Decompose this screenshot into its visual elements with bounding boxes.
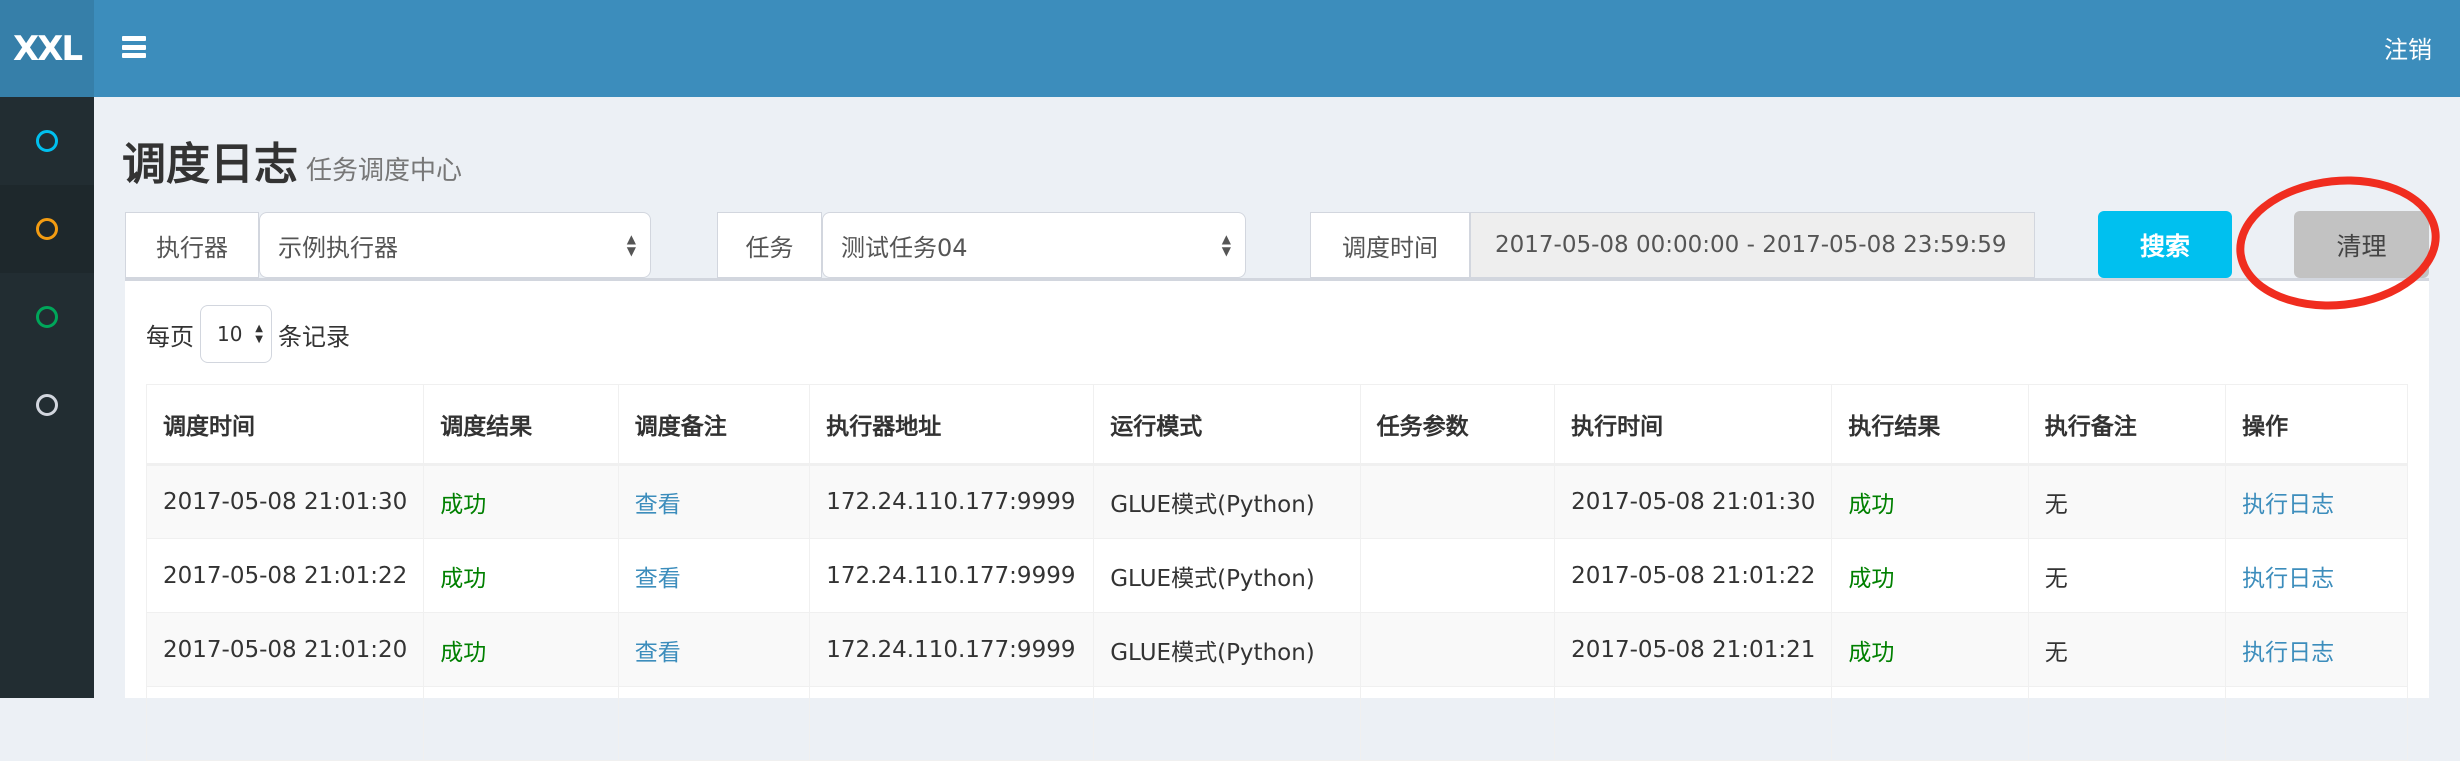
trigger-time: 2017-05-08 21:01:22 — [145, 538, 425, 613]
clear-button[interactable]: 清理 — [2294, 211, 2429, 278]
logo[interactable]: XXL — [0, 0, 94, 97]
executor-select[interactable]: 示例执行器 ▲ ▼ — [259, 212, 651, 278]
table-row: 2017-05-08 21:01:20 成功 查看 172.24.110.177… — [145, 612, 2408, 687]
run-mode: GLUE模式(Python) — [1093, 464, 1361, 539]
sidebar-item-3[interactable] — [0, 273, 94, 361]
search-button[interactable]: 搜索 — [2098, 211, 2232, 278]
circle-icon — [36, 218, 58, 240]
handle-time: 2017-05-08 21:01:21 — [1554, 612, 1833, 687]
task-label: 任务 — [717, 212, 822, 278]
table-row: 2017-05-08 21:01:22 成功 查看 172.24.110.177… — [145, 538, 2408, 613]
column-header[interactable]: 任务参数 — [1359, 384, 1556, 466]
execution-log-link[interactable]: 执行日志 — [2225, 612, 2408, 687]
column-header[interactable]: 操作 — [2225, 384, 2408, 466]
circle-icon — [36, 394, 58, 416]
handle-time: 2017-05-08 21:01:22 — [1554, 538, 1833, 613]
handle-time: 2017-05-08 21:01:30 — [1554, 464, 1833, 539]
column-header[interactable]: 执行时间 — [1554, 384, 1833, 466]
page-title: 调度日志 任务调度中心 — [122, 128, 462, 192]
column-header[interactable]: 执行备注 — [2027, 384, 2227, 466]
hamburger-icon[interactable] — [122, 36, 146, 58]
column-header[interactable]: 执行器地址 — [809, 384, 1095, 466]
trigger-result: 成功 — [423, 464, 619, 539]
time-label: 调度时间 — [1310, 212, 1470, 278]
trigger-note-link[interactable]: 查看 — [617, 538, 811, 613]
top-navbar: XXL 注销 — [0, 0, 2460, 97]
sidebar-item-4[interactable] — [0, 361, 94, 449]
task-params — [1359, 538, 1556, 613]
column-header[interactable]: 调度结果 — [423, 384, 619, 466]
select-arrows-icon: ▲ ▼ — [255, 323, 263, 345]
executor-address: 172.24.110.177:9999 — [809, 538, 1095, 613]
log-table: 调度时间 调度结果 调度备注 执行器地址 运行模式 任务参数 执行时间 执行结果… — [145, 384, 2408, 761]
page-length-control: 每页 10 ▲ ▼ 条记录 — [146, 305, 350, 363]
page-length-value: 10 — [217, 322, 243, 346]
executor-address: 172.24.110.177:9999 — [809, 612, 1095, 687]
run-mode: GLUE模式(Python) — [1093, 612, 1361, 687]
page-length-prefix: 每页 — [146, 322, 194, 351]
select-arrows-icon: ▲ ▼ — [1221, 232, 1231, 258]
sidebar-item-1[interactable] — [0, 97, 94, 185]
table-row: 2017-05-08 21:01:30 成功 查看 172.24.110.177… — [145, 464, 2408, 539]
task-params — [1359, 464, 1556, 539]
column-header[interactable]: 调度时间 — [145, 384, 425, 466]
page-length-select[interactable]: 10 ▲ ▼ — [200, 305, 272, 363]
time-range-input[interactable]: 2017-05-08 00:00:00 - 2017-05-08 23:59:5… — [1470, 212, 2035, 278]
task-select[interactable]: 测试任务04 ▲ ▼ — [822, 212, 1246, 278]
handle-note: 无 — [2027, 612, 2227, 687]
run-mode: GLUE模式(Python) — [1093, 538, 1361, 613]
execution-log-link[interactable]: 执行日志 — [2225, 538, 2408, 613]
sidebar — [0, 97, 94, 698]
task-value: 测试任务04 — [841, 233, 968, 262]
page-length-suffix: 条记录 — [278, 322, 350, 351]
trigger-time: 2017-05-08 21:01:30 — [145, 464, 425, 539]
trigger-note-link[interactable]: 查看 — [617, 464, 811, 539]
circle-icon — [36, 130, 58, 152]
trigger-note-link[interactable]: 查看 — [617, 612, 811, 687]
task-params — [1359, 612, 1556, 687]
execution-log-link[interactable]: 执行日志 — [2225, 464, 2408, 539]
column-header[interactable]: 运行模式 — [1093, 384, 1361, 466]
trigger-result: 成功 — [423, 538, 619, 613]
select-arrows-icon: ▲ ▼ — [626, 232, 636, 258]
handle-result: 成功 — [1831, 612, 2029, 687]
executor-value: 示例执行器 — [278, 233, 398, 262]
table-header-row: 调度时间 调度结果 调度备注 执行器地址 运行模式 任务参数 执行时间 执行结果… — [145, 384, 2408, 466]
trigger-time: 2017-05-08 21:01:20 — [145, 612, 425, 687]
executor-label: 执行器 — [125, 212, 259, 278]
handle-note: 无 — [2027, 538, 2227, 613]
circle-icon — [36, 306, 58, 328]
page-title-text: 调度日志 — [122, 139, 298, 190]
column-header[interactable]: 调度备注 — [617, 384, 811, 466]
logout-link[interactable]: 注销 — [2384, 36, 2432, 64]
handle-note: 无 — [2027, 464, 2227, 539]
executor-address: 172.24.110.177:9999 — [809, 464, 1095, 539]
sidebar-item-2[interactable] — [0, 185, 94, 273]
handle-result: 成功 — [1831, 464, 2029, 539]
column-header[interactable]: 执行结果 — [1831, 384, 2029, 466]
handle-result: 成功 — [1831, 538, 2029, 613]
page-subtitle: 任务调度中心 — [306, 156, 463, 186]
trigger-result: 成功 — [423, 612, 619, 687]
